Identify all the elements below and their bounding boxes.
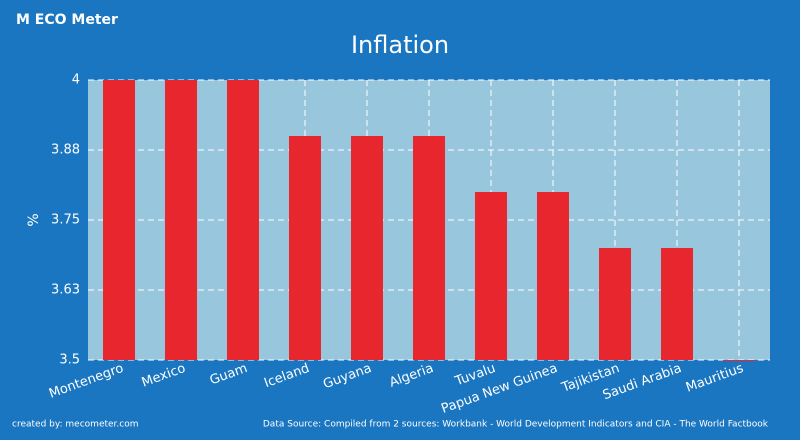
y-tick-label: 3.5	[59, 353, 80, 368]
bar	[103, 80, 135, 360]
bar	[289, 136, 321, 360]
y-tick-label: 3.63	[51, 283, 80, 298]
bar	[723, 360, 755, 361]
bar	[661, 248, 693, 360]
chart-title: Inflation	[351, 31, 449, 59]
bar	[413, 136, 445, 360]
bar	[227, 80, 259, 360]
bar	[165, 80, 197, 360]
y-tick-label: 3.75	[51, 213, 80, 228]
bar	[599, 248, 631, 360]
footer-left: created by: mecometer.com	[12, 420, 139, 430]
y-axis-label: %	[26, 213, 42, 226]
y-tick-label: 4	[72, 73, 80, 88]
footer-right: Data Source: Compiled from 2 sources: Wo…	[263, 420, 769, 430]
y-tick-label: 3.88	[51, 143, 80, 158]
bar	[537, 192, 569, 360]
bar	[475, 192, 507, 360]
logo: M ECO Meter	[16, 12, 118, 28]
bar	[351, 136, 383, 360]
